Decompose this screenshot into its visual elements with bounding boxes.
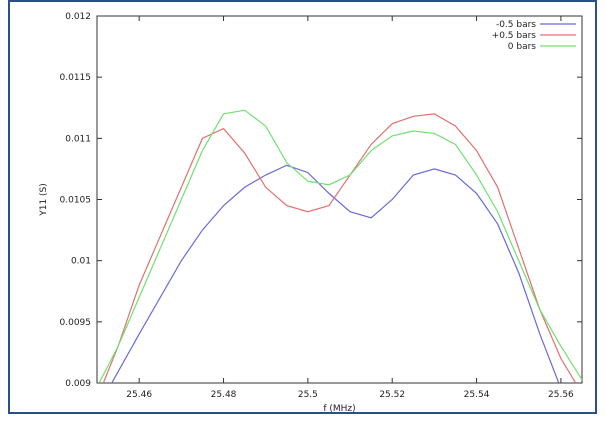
x-tick-label: 25.46 — [126, 390, 152, 400]
chart-svg: 25.46 25.48 25.5 25.52 25.54 25.56 0.009 0.0095… — [39, 12, 583, 414]
series-layer — [98, 109, 582, 383]
x-tick-label: 25.52 — [379, 390, 405, 400]
plot-border — [96, 15, 583, 384]
legend-label: +0.5 bars — [492, 31, 537, 41]
plot-area — [96, 15, 583, 384]
series-line-2 — [98, 109, 582, 383]
y-tick-label: 0.009 — [65, 379, 91, 389]
x-axis-label: f (MHz) — [323, 404, 355, 414]
legend-label: 0 bars — [508, 42, 537, 52]
y-tick-label: 0.011 — [65, 134, 91, 144]
x-tick-label: 25.5 — [298, 390, 318, 400]
x-tick-label: 25.54 — [464, 390, 490, 400]
y-tick-label: 0.012 — [65, 12, 91, 22]
series-line-0 — [111, 164, 560, 383]
y-tick-label: 0.01 — [71, 257, 91, 267]
legend-label: -0.5 bars — [496, 20, 536, 30]
chart-frame: 25.46 25.48 25.5 25.52 25.54 25.56 0.009 0.0095… — [8, 0, 597, 414]
y-axis-label: Y11 (S) — [39, 183, 49, 217]
axes: 25.46 25.48 25.5 25.52 25.54 25.56 0.009 0.0095… — [60, 12, 582, 400]
y-tick-label: 0.0105 — [60, 196, 92, 206]
y-tick-label: 0.0095 — [60, 318, 92, 328]
x-tick-label: 25.56 — [548, 390, 574, 400]
x-tick-label: 25.48 — [211, 390, 237, 400]
series-line-1 — [102, 113, 577, 383]
y-tick-label: 0.0115 — [60, 73, 92, 83]
